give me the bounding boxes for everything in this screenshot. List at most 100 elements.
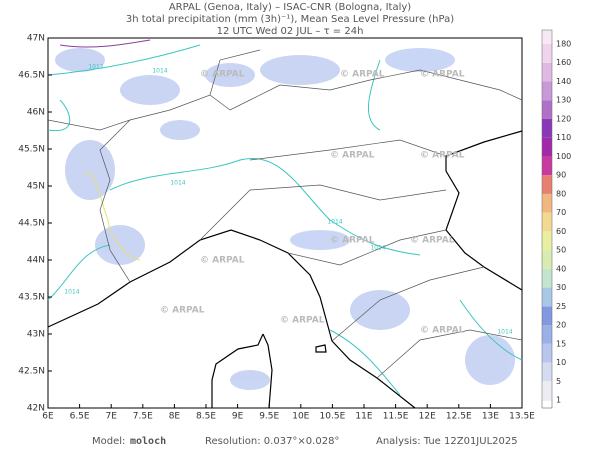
colorbar: 1510152025304050607080901001101201301401… — [541, 29, 571, 409]
borders — [47, 49, 523, 379]
colorbar-label: 140 — [556, 77, 571, 86]
colorbar-segment — [542, 193, 552, 213]
colorbar-segment — [542, 175, 552, 194]
lon-label: 13E — [482, 412, 499, 422]
colorbar-segment — [542, 381, 552, 400]
colorbar-segment — [542, 44, 552, 63]
lon-label: 12.5E — [446, 412, 472, 422]
colorbar-segment — [542, 30, 552, 44]
colorbar-label: 15 — [556, 339, 566, 348]
lon-label: 7.5E — [133, 412, 153, 422]
lat-label: 44N — [27, 256, 45, 266]
watermark: © ARPAL — [410, 236, 455, 246]
lon-label: 13.5E — [509, 412, 535, 422]
watermark: © ARPAL — [340, 70, 385, 80]
colorbar-segment — [542, 250, 552, 269]
lon-label: 9.5E — [259, 412, 279, 422]
lat-label: 42.5N — [18, 367, 45, 377]
lat-label: 43N — [27, 330, 45, 340]
watermark: © ARPAL — [330, 236, 375, 246]
isobars — [47, 44, 523, 396]
lon-label: 6.5E — [70, 412, 90, 422]
lon-label: 8.5E — [196, 412, 216, 422]
lon-label: 7E — [105, 412, 117, 422]
colorbar-segment — [542, 231, 552, 251]
colorbar-label: 160 — [556, 58, 571, 67]
precipitation — [55, 48, 515, 390]
colorbar-label: 110 — [556, 133, 571, 142]
lat-label: 45.5N — [18, 145, 45, 155]
colorbar-label: 70 — [556, 208, 566, 217]
map — [47, 37, 523, 409]
isobar-label: 1014 — [170, 180, 185, 187]
colorbar-label: 80 — [556, 189, 566, 198]
lon-label: 9E — [232, 412, 244, 422]
isobar-label: 1014 — [64, 289, 79, 296]
isobar-label: 1014 — [370, 245, 385, 252]
colorbar-segment — [542, 118, 552, 138]
watermark: © ARPAL — [420, 70, 465, 80]
model-name: moloch — [130, 436, 166, 447]
isobar-label: 1014 — [497, 329, 512, 336]
watermark: © ARPAL — [330, 151, 375, 161]
colorbar-segment — [542, 62, 552, 82]
isobar-label: 1012 — [88, 64, 103, 71]
isobar-label: 1014 — [327, 219, 342, 226]
watermark: © ARPAL — [200, 256, 245, 266]
colorbar-label: 100 — [556, 152, 571, 161]
watermark: © ARPAL — [420, 151, 465, 161]
lat-label: 42N — [27, 404, 45, 414]
lat-label: 43.5N — [18, 293, 45, 303]
lon-label: 10.5E — [320, 412, 346, 422]
colorbar-label: 50 — [556, 246, 566, 255]
colorbar-segment — [542, 81, 552, 101]
colorbar-label: 120 — [556, 114, 571, 123]
watermark: © ARPAL — [160, 306, 205, 316]
lat-label: 44.5N — [18, 219, 45, 229]
lat-label: 45N — [27, 182, 45, 192]
footer-label: Model: — [92, 436, 125, 447]
isobar-1012 — [59, 39, 151, 48]
lon-label: 6E — [42, 412, 54, 422]
lon-label: 11E — [355, 412, 372, 422]
watermark: © ARPAL — [420, 326, 465, 336]
map-frame — [47, 37, 523, 409]
lon-label: 12E — [419, 412, 436, 422]
colorbar-label: 90 — [556, 171, 566, 180]
colorbar-segment — [542, 287, 552, 307]
watermark: © ARPAL — [280, 316, 325, 326]
colorbar-label: 1 — [556, 396, 561, 405]
colorbar-label: 5 — [556, 377, 561, 386]
lat-label: 47N — [27, 34, 45, 44]
colorbar-segment — [542, 100, 552, 119]
colorbar-segment — [542, 362, 552, 382]
colorbar-segment — [541, 399, 553, 409]
colorbar-label: 40 — [556, 264, 566, 273]
colorbar-label: 60 — [556, 227, 566, 236]
colorbar-segment — [542, 325, 552, 344]
colorbar-label: 25 — [556, 302, 566, 311]
colorbar-label: 180 — [556, 40, 571, 49]
colorbar-segment — [542, 137, 552, 157]
lat-label: 46N — [27, 108, 45, 118]
title-line: 3h total precipitation (mm (3h)⁻¹), Mean… — [126, 14, 454, 25]
colorbar-segment — [542, 306, 552, 326]
watermark: © ARPAL — [200, 70, 245, 80]
colorbar-label: 10 — [556, 358, 566, 367]
isobar-label: 1014 — [152, 68, 167, 75]
colorbar-label: 20 — [556, 321, 566, 330]
title-line: ARPAL (Genoa, Italy) – ISAC-CNR (Bologna… — [169, 2, 411, 13]
coastline — [47, 130, 523, 409]
colorbar-frame — [541, 29, 553, 409]
colorbar-segment — [542, 268, 552, 288]
title-line: 12 UTC Wed 02 JUL – τ = 24h — [217, 26, 364, 37]
resolution: Resolution: 0.037°×0.028° — [205, 436, 339, 447]
colorbar-label: 130 — [556, 96, 571, 105]
colorbar-segment — [542, 212, 552, 232]
lat-label: 46.5N — [18, 71, 45, 81]
colorbar-label: 30 — [556, 283, 566, 292]
lon-label: 11.5E — [383, 412, 409, 422]
isobar — [84, 172, 141, 261]
lon-label: 8E — [169, 412, 181, 422]
